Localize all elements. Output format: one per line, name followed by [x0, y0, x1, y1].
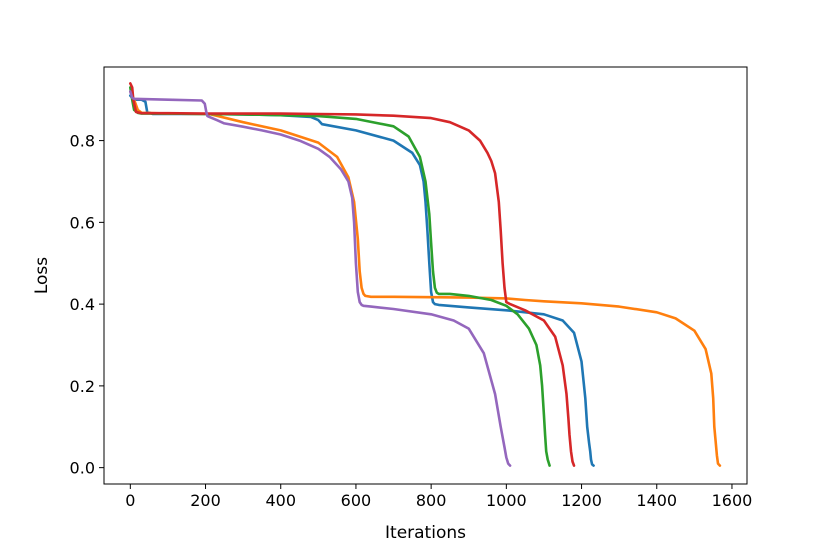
x-tick-label: 800	[416, 491, 447, 510]
y-axis-ticks: 0.0 0.2 0.4 0.6 0.8	[70, 132, 104, 478]
plot-lines	[129, 82, 722, 467]
x-tick-label: 1000	[486, 491, 527, 510]
series-line-5	[129, 90, 512, 467]
x-tick-label: 1600	[712, 491, 753, 510]
y-axis-label: Loss	[32, 257, 52, 294]
x-tick-label: 400	[265, 491, 296, 510]
y-tick-label: 0.6	[70, 213, 95, 232]
series-line-3	[129, 86, 551, 467]
y-tick-label: 0.2	[70, 377, 95, 396]
x-tick-label: 1200	[561, 491, 602, 510]
x-tick-label: 0	[125, 491, 135, 510]
x-tick-label: 200	[190, 491, 221, 510]
y-tick-label: 0.0	[70, 459, 95, 478]
plot-frame	[103, 66, 748, 485]
series-line-2	[129, 90, 722, 467]
x-tick-label: 600	[341, 491, 372, 510]
series-line-4	[129, 82, 576, 467]
x-tick-label: 1400	[636, 491, 677, 510]
x-axis-ticks: 0 200 400 600 800 1000 1200 1400 1600	[125, 484, 752, 510]
y-tick-label: 0.8	[70, 132, 95, 151]
x-axis-label: Iterations	[385, 523, 466, 543]
y-tick-label: 0.4	[70, 295, 95, 314]
